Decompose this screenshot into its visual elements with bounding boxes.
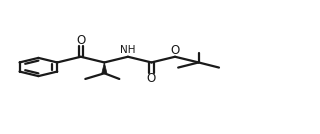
Text: O: O [147, 72, 156, 85]
Text: O: O [76, 34, 85, 47]
Text: NH: NH [120, 45, 136, 55]
Polygon shape [102, 62, 107, 73]
Text: O: O [170, 44, 180, 57]
